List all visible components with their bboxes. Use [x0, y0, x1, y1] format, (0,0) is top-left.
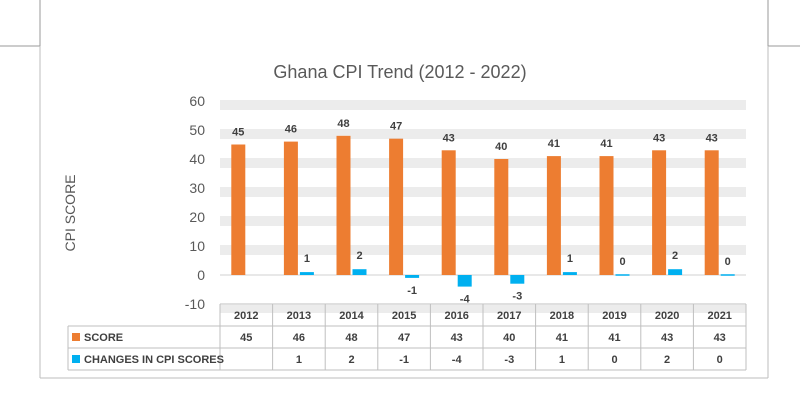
- data-label-change-2017: -3: [512, 291, 522, 303]
- bar-score-2021: [704, 150, 719, 275]
- page-guides: [0, 0, 800, 379]
- data-label-change-2013: 1: [304, 253, 310, 265]
- table-cell-score-2012: 45: [240, 332, 252, 344]
- table-category-2012: 2012: [234, 310, 258, 322]
- table-cell-score-2019: 41: [608, 332, 620, 344]
- y-tick-label: 20: [189, 209, 205, 225]
- data-labels: 45 46 1 48 2 47 -1 43 -4 40 -3 41 1 41 0 43 2 43 0: [232, 118, 731, 306]
- data-label-score-2019: 41: [600, 138, 612, 150]
- legend-swatch-changes: [72, 355, 80, 363]
- table-cell-score-2013: 46: [293, 332, 305, 344]
- table-cell-change-2014: 2: [348, 354, 354, 366]
- bars: [231, 135, 735, 287]
- data-label-change-2019: 0: [619, 256, 625, 268]
- table-cell-score-2016: 43: [451, 332, 463, 344]
- bar-change-2019: [615, 274, 630, 276]
- bar-change-2018: [562, 272, 577, 275]
- data-label-score-2018: 41: [548, 138, 560, 150]
- bar-change-2013: [299, 272, 314, 275]
- data-label-change-2018: 1: [567, 253, 573, 265]
- table-cell-score-2015: 47: [398, 332, 410, 344]
- data-label-score-2014: 48: [337, 118, 349, 130]
- table-category-2014: 2014: [339, 310, 364, 322]
- bar-change-2016: [457, 275, 472, 287]
- data-label-score-2013: 46: [285, 124, 297, 136]
- y-axis-ticks: -10 0 10 20 30 40 50 60: [185, 93, 205, 312]
- y-tick-label: -10: [185, 296, 205, 312]
- table-category-2017: 2017: [497, 310, 521, 322]
- data-label-change-2016: -4: [460, 294, 471, 306]
- bar-score-2016: [441, 150, 456, 275]
- y-axis-label: CPI SCORE: [62, 174, 78, 251]
- y-tick-label: 40: [189, 151, 205, 167]
- y-tick-label: 60: [189, 93, 205, 109]
- bar-change-2017: [510, 275, 525, 284]
- table-category-2020: 2020: [655, 310, 679, 322]
- data-label-change-2015: -1: [407, 285, 417, 297]
- bar-score-2020: [652, 150, 667, 275]
- table-cell-score-2017: 40: [503, 332, 515, 344]
- table-cell-change-2013: 1: [296, 354, 302, 366]
- table-cell-change-2018: 1: [559, 354, 565, 366]
- chart-title: Ghana CPI Trend (2012 - 2022): [273, 62, 526, 82]
- data-label-change-2014: 2: [356, 250, 362, 262]
- y-tick-label: 50: [189, 122, 205, 138]
- data-label-score-2012: 45: [232, 127, 244, 139]
- table-cell-change-2021: 0: [717, 354, 723, 366]
- table-category-2016: 2016: [444, 310, 468, 322]
- table-cell-score-2018: 41: [556, 332, 568, 344]
- y-tick-label: 0: [197, 267, 205, 283]
- bar-change-2015: [405, 275, 420, 278]
- bar-change-2021: [720, 274, 735, 276]
- bar-score-2014: [336, 135, 351, 275]
- table-cell-score-2020: 43: [661, 332, 673, 344]
- bar-change-2014: [352, 269, 367, 275]
- bar-score-2018: [546, 156, 561, 275]
- table-cell-change-2017: -3: [504, 354, 514, 366]
- gridlines: [220, 100, 746, 313]
- data-label-score-2017: 40: [495, 141, 507, 153]
- data-label-score-2020: 43: [653, 132, 665, 144]
- table-cell-score-2014: 48: [345, 332, 357, 344]
- data-label-score-2015: 47: [390, 121, 402, 133]
- data-label-score-2021: 43: [706, 132, 718, 144]
- bar-score-2012: [231, 144, 246, 275]
- legend-swatch-score: [72, 333, 80, 341]
- y-tick-label: 30: [189, 180, 205, 196]
- data-table: 2012 2013 2014 2015 2016 2017 2018 2019 2020 2021…: [67, 303, 747, 371]
- legend-label-score: SCORE: [84, 332, 123, 344]
- table-cell-change-2019: 0: [611, 354, 617, 366]
- bar-score-2013: [283, 141, 298, 275]
- table-category-2013: 2013: [287, 310, 311, 322]
- table-cell-change-2020: 2: [664, 354, 670, 366]
- data-label-score-2016: 43: [443, 132, 455, 144]
- bar-score-2017: [494, 159, 509, 275]
- data-label-change-2020: 2: [672, 250, 678, 262]
- table-cell-change-2015: -1: [399, 354, 409, 366]
- bar-change-2020: [668, 269, 683, 275]
- bar-score-2015: [389, 138, 404, 275]
- data-label-change-2021: 0: [725, 256, 731, 268]
- table-category-2015: 2015: [392, 310, 416, 322]
- y-tick-label: 10: [189, 238, 205, 254]
- table-category-2018: 2018: [550, 310, 574, 322]
- table-category-2019: 2019: [602, 310, 626, 322]
- table-cell-score-2021: 43: [714, 332, 726, 344]
- table-category-2021: 2021: [707, 310, 731, 322]
- table-cell-change-2016: -4: [452, 354, 463, 366]
- legend-label-changes: CHANGES IN CPI SCORES: [84, 354, 224, 366]
- bar-score-2019: [599, 156, 614, 275]
